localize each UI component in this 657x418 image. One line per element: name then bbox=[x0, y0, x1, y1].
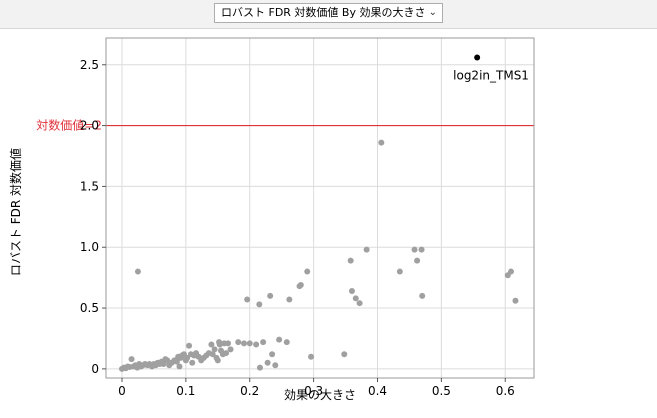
x-tick-label: 0.2 bbox=[240, 384, 259, 398]
data-point[interactable] bbox=[348, 288, 355, 295]
y-tick-label: 1.0 bbox=[80, 240, 99, 254]
data-point[interactable] bbox=[512, 297, 519, 304]
data-point[interactable] bbox=[378, 139, 385, 146]
x-tick-label: 0.6 bbox=[496, 384, 515, 398]
plot-area: 対数価値=2 log2in_TMS1 0 0.1 0.2 0.3 0.4 0.5 0.6 0… bbox=[0, 29, 657, 414]
data-points bbox=[118, 139, 519, 372]
data-point[interactable] bbox=[508, 268, 515, 275]
y-tick-label: 0.5 bbox=[80, 301, 99, 315]
grid-lines bbox=[106, 38, 534, 378]
x-tick-label: 0.4 bbox=[368, 384, 387, 398]
data-point[interactable] bbox=[246, 340, 253, 347]
data-point[interactable] bbox=[347, 257, 354, 264]
data-point[interactable] bbox=[411, 246, 418, 253]
data-point[interactable] bbox=[240, 340, 247, 347]
toolbar: ロバスト FDR 対数価値 By 効果の大きさ ⌄ bbox=[0, 0, 657, 29]
reference-line-label: 対数価値=2 bbox=[36, 118, 102, 133]
data-point[interactable] bbox=[225, 340, 232, 347]
data-point[interactable] bbox=[352, 295, 359, 302]
y-axis-ticks: 0 0.5 1.0 1.5 2.0 2.5 bbox=[80, 58, 106, 376]
data-point[interactable] bbox=[173, 358, 180, 365]
x-axis-label: 効果の大きさ bbox=[284, 387, 356, 402]
data-point[interactable] bbox=[211, 346, 218, 353]
data-point[interactable] bbox=[308, 353, 315, 360]
x-tick-label: 0.1 bbox=[176, 384, 195, 398]
y-tick-label: 1.5 bbox=[80, 179, 99, 193]
x-axis-ticks: 0 0.1 0.2 0.3 0.4 0.5 0.6 bbox=[118, 378, 515, 398]
data-point[interactable] bbox=[160, 361, 167, 368]
data-point[interactable] bbox=[209, 351, 216, 358]
data-point[interactable] bbox=[208, 341, 215, 348]
data-point[interactable] bbox=[418, 246, 425, 253]
scatter-chart: 対数価値=2 log2in_TMS1 0 0.1 0.2 0.3 0.4 0.5 0.6 0… bbox=[8, 37, 535, 402]
data-point[interactable] bbox=[286, 296, 293, 303]
data-point[interactable] bbox=[304, 268, 311, 275]
data-point[interactable] bbox=[419, 292, 426, 299]
y-tick-label: 2.5 bbox=[80, 58, 99, 72]
data-point[interactable] bbox=[223, 350, 230, 357]
data-point[interactable] bbox=[264, 359, 271, 366]
highlight-point[interactable] bbox=[474, 54, 481, 61]
data-point[interactable] bbox=[256, 364, 263, 371]
x-tick-label: 0.3 bbox=[304, 384, 323, 398]
data-point[interactable] bbox=[272, 362, 279, 369]
y-tick-label: 2.0 bbox=[80, 119, 99, 133]
data-point[interactable] bbox=[283, 339, 290, 346]
data-point[interactable] bbox=[184, 354, 191, 361]
data-point[interactable] bbox=[176, 363, 183, 370]
y-tick-label: 0 bbox=[91, 362, 99, 376]
data-point[interactable] bbox=[341, 351, 348, 358]
plot-selector-label: ロバスト FDR 対数価値 By 効果の大きさ bbox=[221, 6, 426, 19]
data-point[interactable] bbox=[186, 342, 193, 349]
reference-line-group: 対数価値=2 bbox=[36, 118, 534, 133]
y-axis-label: ロバスト FDR 対数価値 bbox=[8, 148, 23, 276]
data-point[interactable] bbox=[134, 268, 141, 275]
data-point[interactable] bbox=[235, 339, 242, 346]
data-point[interactable] bbox=[356, 300, 363, 307]
plot-frame bbox=[105, 37, 535, 379]
data-point[interactable] bbox=[189, 359, 196, 366]
data-point[interactable] bbox=[363, 246, 370, 253]
data-point[interactable] bbox=[414, 257, 421, 264]
highlight-group: log2in_TMS1 bbox=[453, 54, 529, 82]
data-point[interactable] bbox=[227, 346, 234, 353]
data-point[interactable] bbox=[276, 336, 283, 343]
data-point[interactable] bbox=[260, 339, 267, 346]
data-point[interactable] bbox=[214, 357, 221, 364]
highlight-point-label: log2in_TMS1 bbox=[453, 68, 529, 82]
data-point[interactable] bbox=[253, 341, 260, 348]
data-point[interactable] bbox=[297, 281, 304, 288]
data-point[interactable] bbox=[128, 356, 135, 363]
x-tick-label: 0 bbox=[118, 384, 126, 398]
plot-selector-dropdown[interactable]: ロバスト FDR 対数価値 By 効果の大きさ ⌄ bbox=[214, 3, 443, 23]
data-point[interactable] bbox=[164, 357, 171, 364]
x-tick-label: 0.5 bbox=[432, 384, 451, 398]
data-point[interactable] bbox=[269, 351, 276, 358]
data-point[interactable] bbox=[256, 301, 263, 308]
data-point[interactable] bbox=[396, 268, 403, 275]
data-point[interactable] bbox=[244, 296, 251, 303]
data-point[interactable] bbox=[267, 292, 274, 299]
chevron-down-icon[interactable]: ⌄ bbox=[428, 7, 437, 18]
